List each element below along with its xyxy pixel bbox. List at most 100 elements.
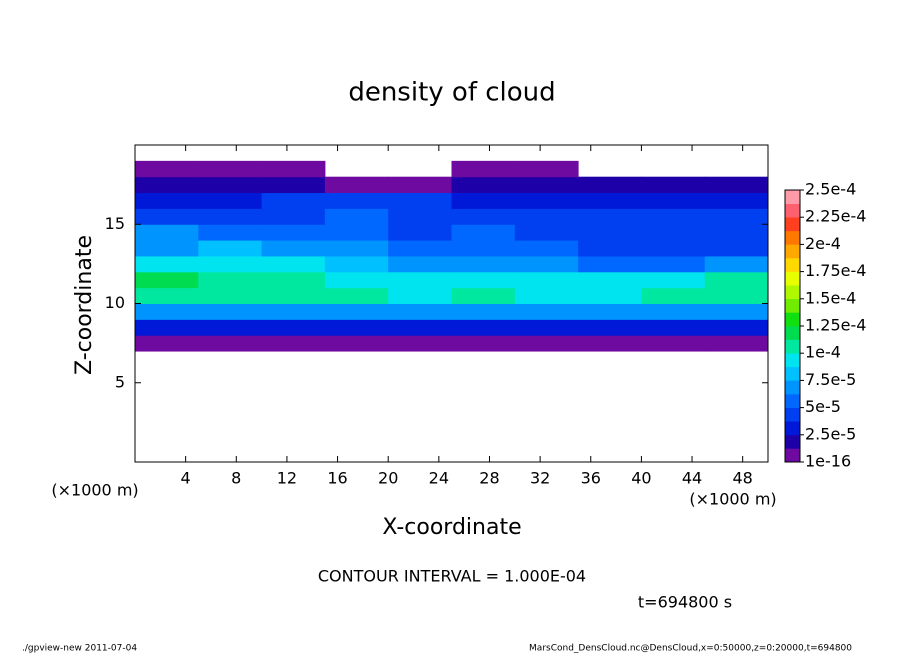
colorbar-tick-label: 1.5e-4 <box>805 288 856 307</box>
heat-cell <box>704 271 769 289</box>
x-unit-label: (×1000 m) <box>51 481 138 500</box>
heat-cell <box>324 319 389 336</box>
y-tick-label: 15 <box>105 214 125 233</box>
heat-cell <box>198 240 263 257</box>
heat-cell <box>388 176 452 194</box>
heat-cell <box>641 240 706 257</box>
heat-cell <box>578 240 642 257</box>
heat-cell <box>198 287 263 304</box>
x-tick-label: 40 <box>631 469 651 488</box>
heat-cell <box>514 176 579 194</box>
heat-cell <box>198 224 263 241</box>
heat-cell <box>135 208 199 225</box>
footer-right: MarsCond_DensCloud.nc@DensCloud,x=0:5000… <box>529 644 852 654</box>
heat-cell <box>261 160 326 178</box>
colorbar-tick-label: 1.25e-4 <box>805 316 866 335</box>
y-tick-label: 10 <box>105 293 125 312</box>
heat-cell <box>514 160 579 178</box>
heat-cell <box>641 303 706 320</box>
heat-cell <box>135 303 199 320</box>
heat-cell <box>135 271 199 289</box>
x-tick-label: 44 <box>682 469 702 488</box>
heat-cell <box>261 319 326 336</box>
colorbar-swatch <box>785 285 800 300</box>
heat-cell <box>261 224 326 241</box>
heat-cell <box>641 192 706 209</box>
colorbar-tick-label: 2.25e-4 <box>805 207 866 226</box>
colorbar-swatch <box>785 434 800 449</box>
x-tick-label: 20 <box>378 469 398 488</box>
heat-cell <box>578 319 642 336</box>
heat-cell <box>135 176 199 194</box>
heat-cell <box>451 224 516 241</box>
heat-cell <box>578 208 642 225</box>
heat-cell <box>388 271 452 289</box>
heat-cell <box>324 255 389 273</box>
colorbar-swatch <box>785 271 800 286</box>
heat-cell <box>704 224 769 241</box>
heat-cell <box>324 224 389 241</box>
heat-cell <box>261 335 326 352</box>
colorbar-swatch <box>785 339 800 354</box>
heat-cell <box>641 335 706 352</box>
heat-cell <box>135 224 199 241</box>
heat-cell <box>388 303 452 320</box>
heat-cell <box>388 192 452 209</box>
heat-cell <box>451 335 516 352</box>
colorbar-tick-label: 2.5e-5 <box>805 424 856 443</box>
x-tick-label: 12 <box>277 469 297 488</box>
heat-cell <box>324 335 389 352</box>
colorbar-tick-label: 2e-4 <box>805 234 841 253</box>
heat-cell <box>641 208 706 225</box>
heat-cell <box>578 287 642 304</box>
heat-cell <box>578 303 642 320</box>
heat-cell <box>135 240 199 257</box>
colorbar-swatch <box>785 244 800 259</box>
heat-cell <box>451 319 516 336</box>
heat-cell <box>261 240 326 257</box>
colorbar-swatch <box>785 298 800 313</box>
heat-cell <box>198 176 263 194</box>
heat-cell <box>704 335 769 352</box>
colorbar-tick-label: 7.5e-5 <box>805 370 856 389</box>
footer-left: ./gpview-new 2011-07-04 <box>22 644 137 654</box>
heat-cell <box>261 287 326 304</box>
heat-cell <box>198 192 263 209</box>
heat-cell <box>514 240 579 257</box>
colorbar-tick-label: 1.75e-4 <box>805 261 866 280</box>
heat-cell <box>514 192 579 209</box>
x-tick-label: 36 <box>581 469 601 488</box>
heat-cell <box>135 255 199 273</box>
heat-cell <box>451 192 516 209</box>
x-tick-label: 24 <box>429 469 449 488</box>
heat-cell <box>451 271 516 289</box>
colorbar-swatch <box>785 258 800 272</box>
heat-cell <box>324 240 389 257</box>
x-tick-label: 8 <box>231 469 241 488</box>
heat-cell <box>451 287 516 304</box>
heat-cell <box>641 176 706 194</box>
heat-cell <box>388 240 452 257</box>
colorbar-swatch <box>785 421 800 436</box>
heat-cell <box>578 271 642 289</box>
heat-cell <box>388 255 452 273</box>
colorbar-tick-label: 5e-5 <box>805 397 841 416</box>
heat-cell <box>451 208 516 225</box>
heat-cell <box>388 287 452 304</box>
heat-cell <box>578 224 642 241</box>
colorbar-swatch <box>785 230 800 245</box>
heat-cell <box>388 208 452 225</box>
heat-cell <box>514 224 579 241</box>
heat-cell <box>514 303 579 320</box>
colorbar-swatch <box>785 380 800 395</box>
heat-cell <box>198 255 263 273</box>
heat-cell <box>641 287 706 304</box>
heat-cell <box>135 335 199 352</box>
heat-cell <box>514 271 579 289</box>
heat-cell <box>324 176 389 194</box>
colorbar-swatch <box>785 394 800 408</box>
heat-cell <box>704 208 769 225</box>
colorbar-swatch <box>785 407 800 422</box>
heat-cell <box>198 160 263 178</box>
heat-cell <box>514 287 579 304</box>
